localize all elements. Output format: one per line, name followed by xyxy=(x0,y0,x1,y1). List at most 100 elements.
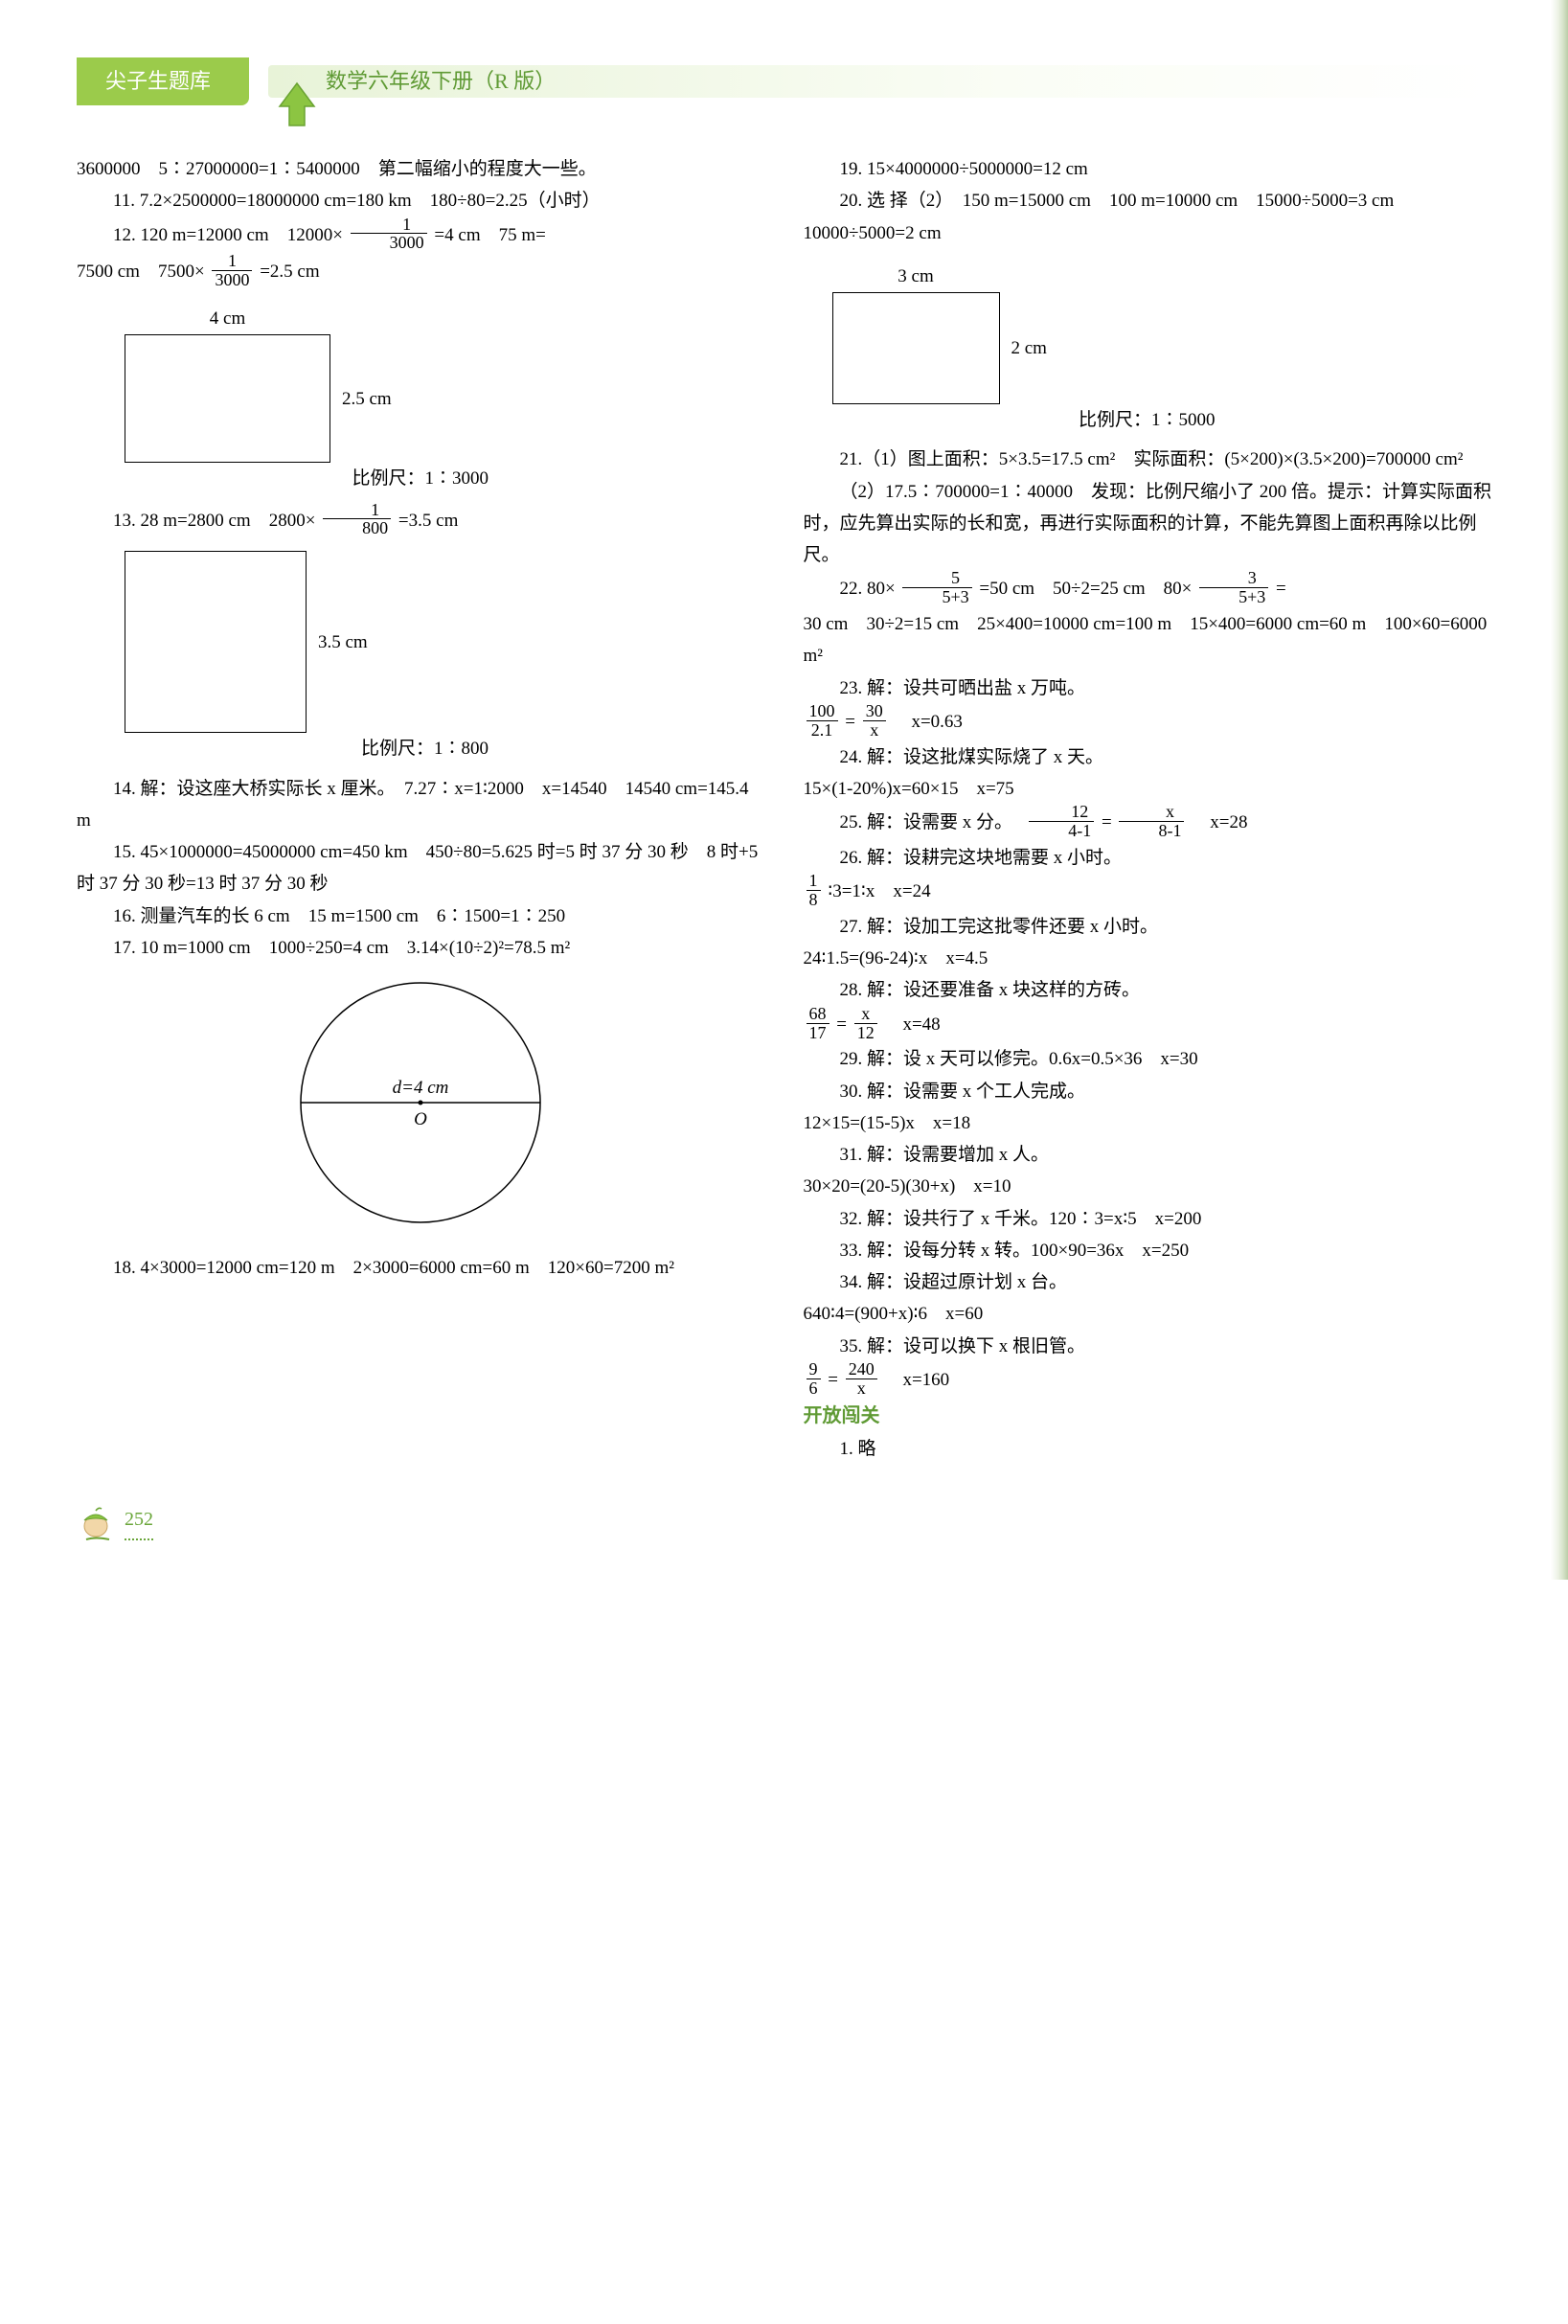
fraction: 35+3 xyxy=(1199,569,1268,606)
text-segment: =2.5 cm xyxy=(260,262,319,282)
answer-text: 15. 45×1000000=45000000 cm=450 km 450÷80… xyxy=(77,836,765,900)
answer-text: 13. 28 m=2800 cm 2800× 1800 =3.5 cm xyxy=(77,503,765,540)
fraction: 1800 xyxy=(323,501,391,538)
diagram-side-label: 2 cm xyxy=(1011,332,1047,364)
answer-text: 12×15=(15-5)x x=18 xyxy=(804,1107,1492,1139)
answer-text: 12. 120 m=12000 cm 12000× 13000 =4 cm 75… xyxy=(77,217,765,255)
fraction: 96 xyxy=(807,1360,821,1398)
text-segment: =3.5 cm xyxy=(398,510,458,530)
answer-text: 14. 解：设这座大桥实际长 x 厘米。 7.27∶x=1∶2000 x=145… xyxy=(77,773,765,837)
text-segment: = xyxy=(828,1370,842,1390)
fraction: x12 xyxy=(854,1005,877,1042)
fraction: x8-1 xyxy=(1119,803,1184,840)
equation-line: 18 ∶3=1∶x x=24 xyxy=(804,874,1492,911)
left-column: 3600000 5∶27000000=1∶5400000 第二幅缩小的程度大一些… xyxy=(77,153,765,1465)
answer-text: 19. 15×4000000÷5000000=12 cm xyxy=(804,153,1492,185)
fraction: 1002.1 xyxy=(807,702,838,740)
answer-text: 15×(1-20%)x=60×15 x=75 xyxy=(804,773,1492,805)
answer-text: 26. 解：设耕完这块地需要 x 小时。 xyxy=(804,842,1492,874)
text-segment: x=0.63 xyxy=(893,712,962,732)
fraction: 13000 xyxy=(212,252,252,289)
diagram-side-label: 3.5 cm xyxy=(318,627,368,658)
text-segment: =4 cm 75 m= xyxy=(434,224,545,244)
answer-text: 30. 解：设需要 x 个工人完成。 xyxy=(804,1076,1492,1107)
fraction: 18 xyxy=(807,872,821,909)
acorn-icon xyxy=(77,1503,115,1541)
answer-text: 33. 解：设每分转 x 转。100×90=36x x=250 xyxy=(804,1235,1492,1266)
answer-text: 11. 7.2×2500000=18000000 cm=180 km 180÷8… xyxy=(77,185,765,216)
answer-text: 640∶4=(900+x)∶6 x=60 xyxy=(804,1298,1492,1330)
circle-d-label: d=4 cm xyxy=(393,1078,449,1098)
page-binding-edge xyxy=(1551,0,1568,1580)
answer-text: 27. 解：设加工完这批零件还要 x 小时。 xyxy=(804,911,1492,943)
answer-text: 22. 80× 55+3 =50 cm 50÷2=25 cm 80× 35+3 … xyxy=(804,571,1492,608)
fraction: 124-1 xyxy=(1029,803,1094,840)
answer-text: 24. 解：设这批煤实际烧了 x 天。 xyxy=(804,741,1492,773)
answer-text: 1. 略 xyxy=(804,1433,1492,1465)
answer-text: 31. 解：设需要增加 x 人。 xyxy=(804,1139,1492,1171)
fraction: 6817 xyxy=(807,1005,829,1042)
answer-text: 16. 测量汽车的长 6 cm 15 m=1500 cm 6∶1500=1∶25… xyxy=(77,900,765,932)
diagram-scale: 比例尺：1∶5000 xyxy=(804,404,1216,436)
section-heading-open-gate: 开放闯关 xyxy=(804,1400,1492,1433)
equation-line: 1002.1 = 30x x=0.63 xyxy=(804,704,1492,741)
diagram-top-label: 4 cm xyxy=(125,303,330,334)
diagram-rect xyxy=(125,551,307,733)
rectangle-diagram-3: 3 cm 2 cm 比例尺：1∶5000 xyxy=(804,261,1492,437)
header-title: 数学六年级下册（R 版） xyxy=(268,65,1491,98)
answer-text: 7500 cm 7500× 13000 =2.5 cm xyxy=(77,254,765,291)
page-number: 252 xyxy=(125,1503,153,1540)
answer-text: 34. 解：设超过原计划 x 台。 xyxy=(804,1266,1492,1298)
answer-text: 3600000 5∶27000000=1∶5400000 第二幅缩小的程度大一些… xyxy=(77,153,765,185)
text-segment: =50 cm 50÷2=25 cm 80× xyxy=(979,579,1192,599)
diagram-side-label: 2.5 cm xyxy=(342,383,392,415)
content-two-column: 3600000 5∶27000000=1∶5400000 第二幅缩小的程度大一些… xyxy=(77,153,1491,1465)
equation-line: 96 = 240x x=160 xyxy=(804,1362,1492,1400)
answer-text: 20. 选 择（2） 150 m=15000 cm 100 m=10000 cm… xyxy=(804,185,1492,249)
rectangle-diagram-2: 3.5 cm 比例尺：1∶800 xyxy=(77,551,765,764)
page-footer: 252 xyxy=(77,1503,1491,1541)
answer-text: 24∶1.5=(96-24)∶x x=4.5 xyxy=(804,943,1492,974)
text-segment: = xyxy=(845,712,859,732)
text-segment: = xyxy=(1102,812,1116,832)
circle-o-label: O xyxy=(414,1109,427,1129)
fraction: 13000 xyxy=(351,216,427,253)
answer-text: 25. 解：设需要 x 分。 124-1 = x8-1 x=28 xyxy=(804,805,1492,842)
answer-text: 21.（1）图上面积：5×3.5=17.5 cm² 实际面积：(5×200)×(… xyxy=(804,444,1492,475)
diagram-top-label: 3 cm xyxy=(832,261,1000,292)
text-segment: 22. 80× xyxy=(840,579,896,599)
text-segment: = xyxy=(836,1014,847,1034)
rectangle-diagram-1: 4 cm 2.5 cm 比例尺：1∶3000 xyxy=(77,303,765,495)
text-segment: x=48 xyxy=(884,1014,940,1034)
answer-text: 18. 4×3000=12000 cm=120 m 2×3000=6000 cm… xyxy=(77,1252,765,1284)
fraction: 240x xyxy=(846,1360,877,1398)
circle-diagram: d=4 cm O xyxy=(77,973,765,1242)
diagram-scale: 比例尺：1∶3000 xyxy=(77,463,489,494)
text-segment: 7500 cm 7500× xyxy=(77,262,205,282)
circle-svg: d=4 cm O xyxy=(277,973,564,1232)
answer-text: 28. 解：设还要准备 x 块这样的方砖。 xyxy=(804,974,1492,1006)
right-column: 19. 15×4000000÷5000000=12 cm 20. 选 择（2） … xyxy=(804,153,1492,1465)
text-segment: 12. 120 m=12000 cm 12000× xyxy=(113,224,343,244)
text-segment: 13. 28 m=2800 cm 2800× xyxy=(113,510,315,530)
text-segment: = xyxy=(1276,579,1286,599)
text-segment: ∶3=1∶x x=24 xyxy=(828,881,930,901)
text-segment: x=28 xyxy=(1192,812,1247,832)
text-segment: x=160 xyxy=(884,1370,949,1390)
answer-text: 32. 解：设共行了 x 千米。120∶3=x∶5 x=200 xyxy=(804,1203,1492,1235)
header-badge: 尖子生题库 xyxy=(77,57,249,106)
diagram-rect xyxy=(832,292,1000,404)
answer-text: 35. 解：设可以换下 x 根旧管。 xyxy=(804,1331,1492,1362)
page-header: 尖子生题库 数学六年级下册（R 版） xyxy=(77,57,1491,105)
answer-text: 23. 解：设共可晒出盐 x 万吨。 xyxy=(804,672,1492,704)
text-segment: 25. 解：设需要 x 分。 xyxy=(840,812,1022,832)
answer-text: 17. 10 m=1000 cm 1000÷250=4 cm 3.14×(10÷… xyxy=(77,932,765,964)
fraction: 30x xyxy=(863,702,886,740)
diagram-rect xyxy=(125,334,330,463)
answer-text: （2）17.5∶700000=1∶40000 发现：比例尺缩小了 200 倍。提… xyxy=(804,476,1492,572)
equation-line: 6817 = x12 x=48 xyxy=(804,1007,1492,1044)
diagram-scale: 比例尺：1∶800 xyxy=(77,733,489,764)
fraction: 55+3 xyxy=(902,569,971,606)
answer-text: 30 cm 30÷2=15 cm 25×400=10000 cm=100 m 1… xyxy=(804,608,1492,672)
answer-text: 29. 解：设 x 天可以修完。0.6x=0.5×36 x=30 xyxy=(804,1043,1492,1075)
